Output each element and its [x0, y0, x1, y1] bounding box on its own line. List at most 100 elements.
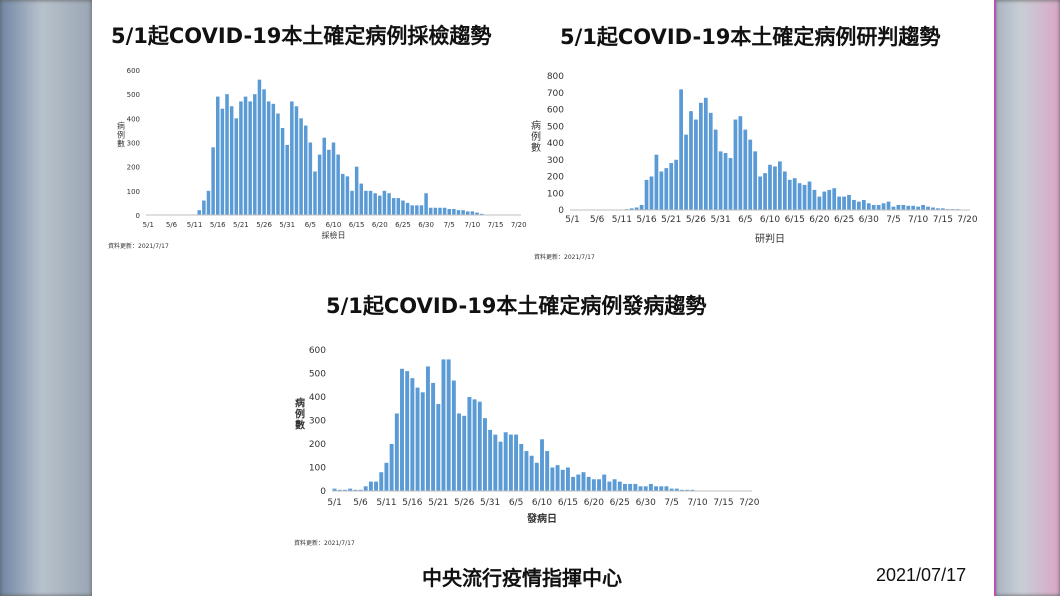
x-tick-label: 6/20 — [809, 215, 829, 225]
y-tick-label: 200 — [309, 440, 326, 450]
organization-label: 中央流行疫情指揮中心 — [422, 566, 622, 590]
bar — [534, 462, 539, 491]
bar — [629, 208, 634, 210]
bar — [807, 181, 812, 210]
bar — [680, 489, 684, 491]
bar — [628, 483, 633, 491]
bar — [391, 198, 396, 215]
bar — [602, 474, 607, 491]
bar — [401, 200, 405, 215]
chart-onset: 0 100 200 300 400 500 600 5/1 5/6 5/11 5/16 5/21 5/2… — [294, 346, 760, 547]
bar — [234, 118, 239, 215]
x-tick-label: 5/16 — [636, 215, 656, 225]
x-tick-label: 5/26 — [256, 221, 272, 229]
x-tick-label: 5/6 — [353, 498, 368, 508]
bar — [373, 193, 377, 215]
y-axis-title: 病例數 — [295, 397, 305, 432]
bar — [728, 158, 733, 210]
bar — [387, 193, 391, 215]
bar — [638, 486, 643, 491]
bar — [389, 444, 394, 491]
x-tick-label: 6/15 — [558, 498, 578, 508]
bar — [876, 204, 881, 210]
bar — [363, 486, 368, 491]
bar — [649, 176, 654, 210]
bar — [313, 171, 317, 215]
slide: 5/1起COVID-19本土確定病例採檢趨勢 5/1起COVID-19本土確定病… — [92, 0, 996, 596]
bar — [358, 489, 363, 491]
bar — [378, 195, 382, 215]
y-tick-label: 300 — [547, 156, 564, 166]
bar — [322, 137, 326, 215]
bar — [612, 479, 617, 491]
bar — [906, 205, 911, 210]
bar — [379, 472, 384, 491]
bar — [266, 101, 271, 215]
x-tick-label: 7/10 — [908, 215, 928, 225]
x-tick-label: 6/25 — [610, 498, 630, 508]
bar — [644, 179, 649, 210]
bar — [248, 101, 252, 215]
bar — [202, 200, 206, 215]
bar — [345, 176, 350, 215]
bar — [405, 371, 410, 491]
bar — [581, 472, 586, 491]
bar — [456, 210, 461, 215]
bar — [571, 476, 576, 491]
y-tick-label: 300 — [309, 417, 326, 427]
bar — [633, 483, 638, 491]
bar — [679, 89, 683, 210]
bar — [940, 208, 945, 210]
update-note: 資料更新：2021/7/17 — [108, 242, 169, 250]
bar — [664, 168, 669, 211]
bar — [225, 94, 229, 215]
bar — [197, 210, 201, 215]
bar — [545, 451, 550, 491]
bar — [648, 483, 653, 491]
bar — [617, 481, 622, 491]
bar — [400, 368, 404, 491]
bar — [457, 413, 462, 491]
bar — [782, 171, 787, 210]
bar — [753, 151, 758, 211]
bar — [447, 208, 451, 215]
bar — [405, 202, 410, 215]
x-tick-label: 6/10 — [760, 215, 780, 225]
date-label: 2021/07/17 — [876, 565, 967, 585]
x-tick-label: 6/5 — [738, 215, 752, 225]
bar — [384, 462, 389, 491]
bar — [410, 378, 415, 491]
bar — [797, 183, 802, 210]
bar — [493, 434, 498, 491]
bar — [916, 206, 921, 210]
bar — [690, 489, 695, 491]
bar — [758, 176, 762, 210]
bar — [857, 201, 861, 211]
bar — [540, 439, 544, 491]
bar — [565, 467, 570, 491]
bar — [891, 206, 896, 210]
bar — [622, 483, 627, 491]
bar — [382, 190, 387, 215]
y-tick-label: 100 — [127, 188, 140, 196]
x-tick-label: 6/20 — [584, 498, 604, 508]
y-axis-title: 病例數 — [531, 119, 541, 154]
bar — [886, 201, 891, 211]
bar — [488, 429, 493, 491]
x-tick-label: 5/1 — [143, 221, 154, 229]
bar — [308, 142, 313, 215]
chart-title-judgement: 5/1起COVID-19本土確定病例研判趨勢 — [560, 25, 941, 49]
bar — [470, 211, 475, 216]
bar — [431, 382, 436, 491]
y-tick-label: 200 — [547, 173, 564, 183]
bar — [327, 149, 331, 215]
bar — [787, 179, 792, 210]
bar — [243, 96, 248, 215]
bar — [560, 469, 565, 491]
bar — [299, 118, 303, 215]
y-tick-label: 600 — [547, 106, 564, 116]
bar — [368, 481, 373, 491]
bar — [475, 212, 479, 215]
x-axis-title: 研判日 — [755, 233, 785, 245]
bar — [451, 380, 456, 491]
